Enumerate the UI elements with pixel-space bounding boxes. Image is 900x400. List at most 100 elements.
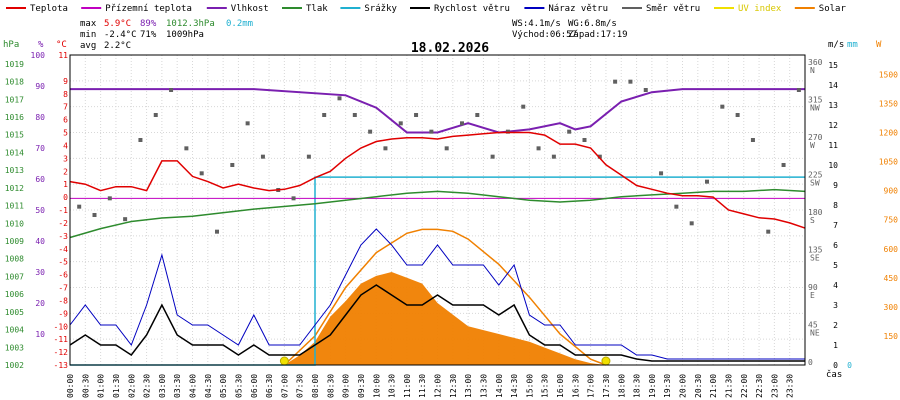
tick-hpa: 1014	[5, 148, 24, 157]
point-wind-direction	[383, 146, 388, 151]
tick-wdir: 90	[808, 283, 818, 292]
stats-max-temp: 5.9°C	[104, 19, 131, 29]
tick-hpa: 1016	[5, 113, 24, 122]
point-wind-direction	[720, 104, 725, 109]
tick-hpa: 1011	[5, 202, 24, 211]
tick-time: 02:30	[143, 374, 152, 398]
legend-label-8: UV index	[738, 4, 782, 14]
tick-time: 01:00	[97, 374, 106, 398]
tick-degc-minor: -12	[54, 348, 69, 357]
tick-ms: 6	[833, 241, 838, 250]
point-wind-direction	[322, 113, 327, 117]
point-wind-direction	[628, 79, 633, 84]
tick-ms: 8	[833, 201, 838, 210]
stats-max-rain: 0.2mm	[226, 19, 253, 29]
unit-hpa: hPa	[3, 40, 19, 50]
unit-mm: mm	[847, 40, 858, 50]
tick-ms: 1	[833, 341, 838, 350]
tick-degc: -7	[58, 284, 68, 293]
series-solar	[284, 272, 606, 365]
unit-pct: %	[38, 40, 44, 50]
tick-pct: 40	[35, 237, 45, 246]
point-wind-direction	[505, 129, 510, 134]
series-wind-gust	[69, 228, 805, 360]
tick-wdir: 225	[808, 171, 823, 180]
tick-time: 11:00	[403, 374, 412, 398]
point-wind-direction	[184, 146, 189, 151]
tick-time: 00:00	[66, 374, 75, 398]
tick-wdir-label: NE	[810, 329, 820, 338]
legend-label-0: Teplota	[30, 4, 68, 14]
plot-area	[69, 79, 806, 366]
tick-time: 10:30	[388, 374, 397, 398]
tick-degc: -1	[58, 206, 68, 215]
tick-time: 22:30	[755, 374, 764, 398]
point-wind-direction	[92, 213, 97, 217]
tick-ms: 2	[833, 321, 838, 330]
legend-label-6: Náraz větru	[548, 4, 608, 14]
legend-label-9: Solar	[819, 4, 847, 14]
tick-wdir: 315	[808, 96, 823, 105]
tick-w: 1050	[879, 158, 898, 167]
tick-degc: -3	[58, 232, 68, 241]
point-wind-direction	[750, 138, 755, 142]
tick-time: 07:00	[280, 374, 289, 398]
tick-time: 17:00	[587, 374, 596, 398]
tick-pct: 100	[31, 51, 46, 60]
tick-wdir: 135	[808, 246, 823, 255]
point-wind-direction	[490, 154, 495, 159]
point-wind-direction	[107, 196, 112, 201]
point-wind-direction	[398, 121, 403, 126]
tick-wdir-label: SW	[810, 179, 820, 188]
legend-label-1: Přízemní teplota	[105, 4, 192, 14]
tick-w: 150	[884, 332, 899, 341]
point-wind-direction	[199, 171, 204, 176]
tick-wdir: 45	[808, 321, 818, 330]
point-wind-direction	[475, 113, 480, 117]
unit-w: W	[876, 40, 882, 50]
tick-pct: 30	[35, 268, 45, 277]
point-wind-direction	[368, 129, 373, 134]
tick-w: 900	[884, 187, 899, 196]
point-wind-direction	[567, 129, 572, 134]
point-wind-direction	[521, 104, 526, 109]
tick-time: 16:00	[556, 374, 565, 398]
tick-hpa: 1015	[5, 131, 24, 140]
tick-degc: 1	[63, 180, 68, 189]
tick-time: 13:00	[464, 374, 473, 398]
stats-min-press: 1009hPa	[166, 30, 204, 40]
unit-time: čas	[826, 369, 842, 380]
tick-time: 22:00	[740, 374, 749, 398]
tick-w: 1200	[879, 129, 898, 138]
tick-hpa: 1005	[5, 308, 24, 317]
series-temperature	[69, 131, 806, 229]
tick-time: 01:30	[112, 374, 121, 398]
point-wind-direction	[352, 113, 357, 117]
stats-avg-temp: 2.2°C	[104, 41, 131, 51]
tick-time: 12:00	[434, 374, 443, 398]
tick-time: 20:30	[694, 374, 703, 398]
point-wind-direction	[291, 196, 296, 201]
tick-w: 1350	[879, 99, 898, 108]
tick-hpa: 1007	[5, 272, 24, 281]
legend-label-5: Rychlost větru	[434, 4, 510, 14]
tick-hpa: 1006	[5, 290, 24, 299]
point-wind-direction	[643, 88, 648, 92]
series-wind-speed	[69, 284, 805, 362]
tick-pct: 10	[35, 330, 45, 339]
marker-uv-index	[279, 356, 289, 366]
point-wind-direction	[153, 113, 158, 117]
tick-time: 11:30	[418, 374, 427, 398]
tick-degc-minor: -2	[58, 219, 68, 228]
tick-wdir-label: W	[810, 141, 815, 150]
tick-degc: 9	[63, 77, 68, 86]
tick-ms: 11	[828, 141, 838, 150]
stats-sunset: Západ:17:19	[568, 30, 628, 40]
tick-degc: -13	[54, 361, 69, 370]
tick-w: 450	[884, 274, 899, 283]
unit-degc: °C	[56, 40, 67, 50]
tick-time: 15:00	[525, 374, 534, 398]
tick-degc: 3	[63, 154, 68, 163]
tick-degc: 7	[63, 103, 68, 112]
